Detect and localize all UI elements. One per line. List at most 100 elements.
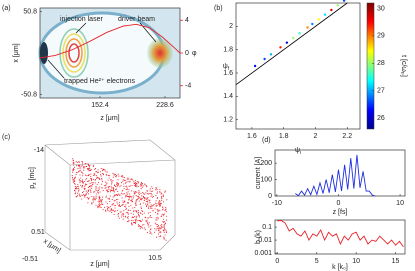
particle xyxy=(101,178,103,180)
x-tick-label: 0 xyxy=(337,200,341,207)
panel-label: (c) xyxy=(2,134,10,141)
particle xyxy=(158,204,161,206)
particle xyxy=(160,224,162,227)
particle xyxy=(105,189,107,191)
particle xyxy=(78,193,80,195)
particle xyxy=(156,203,158,205)
particle xyxy=(123,193,125,195)
x-tick-label: 2 xyxy=(314,133,318,140)
particle xyxy=(112,210,114,212)
particle xyxy=(148,226,150,228)
particle xyxy=(108,190,110,192)
particle xyxy=(138,225,141,227)
particle xyxy=(159,200,161,202)
point xyxy=(306,26,309,29)
particle xyxy=(86,167,88,170)
particle xyxy=(147,203,149,205)
y-tick-label: -50.8 xyxy=(21,91,37,98)
particle xyxy=(106,190,108,192)
particle xyxy=(90,191,92,193)
particle xyxy=(81,191,84,194)
particle xyxy=(157,226,159,228)
particle xyxy=(71,175,73,177)
particle xyxy=(159,199,161,202)
x-axis-label: z [fs] xyxy=(333,209,348,216)
particle xyxy=(72,164,74,166)
particle xyxy=(147,217,149,219)
particle xyxy=(86,196,88,198)
particle xyxy=(135,199,138,201)
particle xyxy=(82,193,84,195)
point xyxy=(323,13,327,16)
particle xyxy=(111,189,113,191)
particle xyxy=(161,223,163,226)
particle xyxy=(84,188,86,190)
particle xyxy=(128,205,130,207)
particle xyxy=(77,187,79,190)
particle xyxy=(77,168,79,170)
particle xyxy=(145,206,148,208)
particle xyxy=(78,194,80,196)
particle xyxy=(94,168,96,170)
particle xyxy=(87,198,89,200)
particle xyxy=(147,193,150,195)
particle xyxy=(127,213,129,215)
particle xyxy=(161,192,163,194)
particle xyxy=(149,193,151,195)
particle xyxy=(76,195,79,197)
particle xyxy=(92,182,94,184)
particle xyxy=(129,180,131,182)
particle xyxy=(127,191,129,193)
particle xyxy=(144,229,146,231)
particle xyxy=(143,212,145,214)
particle xyxy=(129,209,131,211)
particle xyxy=(81,180,83,182)
point xyxy=(292,36,295,40)
particle xyxy=(107,174,110,176)
particle xyxy=(155,195,157,197)
particle xyxy=(101,181,103,183)
particle xyxy=(79,196,81,198)
particle xyxy=(107,186,109,188)
particle xyxy=(138,214,140,216)
x-tick-label: 10 xyxy=(396,200,404,207)
particle xyxy=(148,205,150,207)
particle xyxy=(142,192,144,194)
particle xyxy=(75,191,77,193)
particle xyxy=(105,174,107,176)
particle xyxy=(73,169,75,171)
particle xyxy=(99,186,101,188)
particle xyxy=(82,179,84,181)
particle xyxy=(122,180,124,182)
particle xyxy=(115,189,117,191)
annotation: driver beam xyxy=(118,16,155,23)
particle xyxy=(97,171,99,173)
particle xyxy=(128,193,130,195)
particle xyxy=(165,211,167,213)
particle xyxy=(134,179,136,181)
particle xyxy=(147,197,149,199)
particle xyxy=(81,175,83,177)
particle xyxy=(88,164,90,167)
plot-frame xyxy=(235,2,361,130)
particle xyxy=(89,188,91,190)
particle xyxy=(160,227,162,229)
particle xyxy=(83,190,85,193)
particle xyxy=(111,199,113,201)
y2-axis-label: φ xyxy=(192,50,197,57)
particle xyxy=(163,221,165,223)
y2-tick-label: 0 xyxy=(185,50,189,57)
particle xyxy=(84,165,86,168)
particle xyxy=(97,205,99,207)
particle xyxy=(104,170,106,172)
particle xyxy=(123,213,125,215)
plot-frame xyxy=(274,219,406,255)
particle xyxy=(79,164,81,166)
particle xyxy=(134,206,136,209)
panel-label: (d) xyxy=(262,137,271,144)
particle xyxy=(152,195,154,198)
particle xyxy=(157,218,159,220)
particle xyxy=(114,185,117,187)
particle xyxy=(105,183,107,185)
particle xyxy=(101,196,104,198)
